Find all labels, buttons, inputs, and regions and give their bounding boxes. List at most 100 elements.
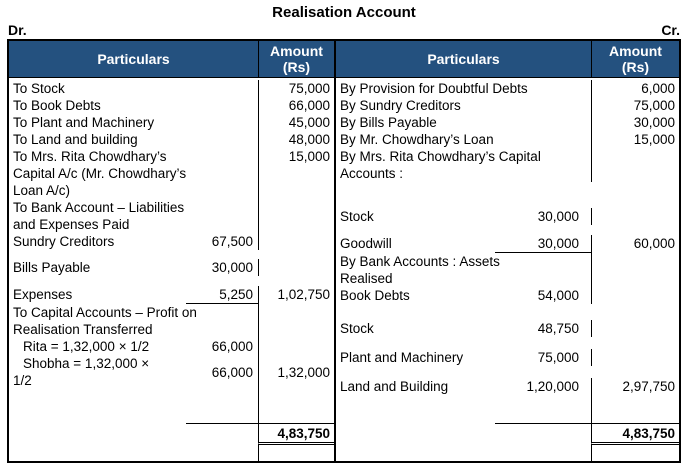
amount-value: 1,02,750 [277,287,330,302]
particulars-text: Bills Payable [13,260,91,275]
amount-cell [258,445,334,461]
debit-body: To Stock 75,000 To Book Debts 66,000 To Plan… [9,78,334,461]
sub-amount-value: 5,250 [219,287,253,302]
particulars-cell: Stock 48,750 [336,320,591,337]
amount-cell: 30,000 [591,114,679,131]
sub-amount [186,423,258,445]
bottom-strip [336,445,679,461]
particulars-cell: Stock 30,000 [336,208,591,225]
amount-cell: 60,000 [591,235,679,253]
particulars-text: To Land and building [13,132,138,147]
ledger-row: By Mr. Chowdhary’s Loan 15,000 [336,131,679,148]
sub-amount-value: 1,20,000 [526,379,579,394]
particulars-cell: To Capital Accounts – Profit on Realisat… [9,304,258,338]
particulars-cell: Plant and Machinery 75,000 [336,349,591,366]
ledger-row: To Mrs. Rita Chowdhary’s Capital A/c (Mr… [9,148,334,199]
particulars-text: Land and Building [340,379,449,394]
amount-value: 75,000 [633,98,675,113]
amount-cell: 6,000 [591,80,679,97]
sub-amount-value: 54,000 [537,288,579,303]
amount-cell: 75,000 [591,97,679,114]
total-row: 4,83,750 [9,423,334,445]
amount-value: 15,000 [633,132,675,147]
particulars-text: To Book Debts [13,98,101,113]
particulars-cell: To Land and building [9,131,258,148]
ledger-row: To Stock 75,000 [9,80,334,97]
column-header-amount: Amount (Rs) [258,41,334,77]
column-header-amount: Amount (Rs) [591,41,679,77]
particulars-cell: Land and Building 1,20,000 [336,378,591,395]
credit-column: Particulars Amount (Rs) By Provision for… [334,41,679,461]
ledger-row: To Bank Account – Liabilities and Expens… [9,199,334,233]
total-amount: 4,83,750 [277,426,330,441]
particulars-cell: By Bank Accounts : Assets Realised [336,253,591,287]
particulars-cell [336,395,591,423]
particulars-cell [336,423,591,445]
sub-amount-value: 30,000 [537,236,579,251]
ledger-row: By Mrs. Rita Chowdhary’s Capital Account… [336,148,679,182]
sub-amount-value: 67,500 [211,234,253,249]
particulars-text: By Provision for Doubtful Debts [340,81,528,96]
column-header-particulars: Particulars [97,51,170,67]
column-header-particulars: Particulars [427,51,500,67]
sub-amount-value: 66,000 [211,339,253,354]
amount-value: 30,000 [633,115,675,130]
amount-cell: 2,97,750 [591,378,679,395]
amount-cell [258,259,334,276]
sub-amount: 67,500 [186,233,258,250]
sub-amount: 5,250 [186,286,258,304]
debit-header-row: Particulars Amount (Rs) [9,41,334,78]
ledger-row: Plant and Machinery 75,000 [336,349,679,366]
particulars-cell: By Sundry Creditors [336,97,591,114]
dr-label: Dr. [8,22,27,38]
credit-header-row: Particulars Amount (Rs) [336,41,679,78]
particulars-cell: To Plant and Machinery [9,114,258,131]
ledger-row: To Land and building 48,000 [9,131,334,148]
particulars-cell: By Mrs. Rita Chowdhary’s Capital Account… [336,148,591,182]
amount-cell: 1,32,000 [258,355,334,389]
particulars-text: Plant and Machinery [340,350,464,365]
particulars-text: Rita = 1,32,000 × 1/2 [23,339,150,354]
particulars-text: Book Debts [340,288,410,303]
ledger-row: Bills Payable 30,000 [9,259,334,276]
particulars-cell: By Mr. Chowdhary’s Loan [336,131,591,148]
amount-cell: 15,000 [591,131,679,148]
ledger-row: Goodwill 30,000 60,000 [336,235,679,253]
particulars-cell: Expenses 5,250 [9,286,258,304]
sub-amount-value: 48,750 [537,321,579,336]
particulars-text: By Mr. Chowdhary’s Loan [340,132,494,147]
amount-cell: 15,000 [258,148,334,199]
particulars-text: Stock [340,321,374,336]
ledger-row: By Bills Payable 30,000 [336,114,679,131]
particulars-text: By Mrs. Rita Chowdhary’s Capital Account… [340,149,541,181]
credit-body: By Provision for Doubtful Debts 6,000 By S… [336,78,679,461]
particulars-text: By Sundry Creditors [340,98,461,113]
particulars-cell: To Book Debts [9,97,258,114]
ledger-row: Book Debts 54,000 [336,287,679,304]
particulars-text [336,423,495,445]
amount-value: 45,000 [288,115,330,130]
amount-cell: 1,02,750 [258,286,334,304]
particulars-cell [9,389,258,423]
ledger-row: To Book Debts 66,000 [9,97,334,114]
particulars-text: By Bank Accounts : Assets Realised [340,254,500,286]
particulars-cell [9,423,258,445]
particulars-cell [9,445,258,461]
amount-cell [591,349,679,366]
particulars-text: To Stock [13,81,65,96]
particulars-text: To Bank Account – Liabilities and Expens… [13,200,185,232]
bottom-strip [9,445,334,461]
amount-cell [591,208,679,225]
total-amount-cell: 4,83,750 [591,423,679,445]
ledger-row: By Sundry Creditors 75,000 [336,97,679,114]
amount-cell [591,395,679,423]
sub-amount: 1,20,000 [495,378,591,395]
amount-cell [258,338,334,355]
particulars-cell: To Bank Account – Liabilities and Expens… [9,199,258,233]
sub-amount: 66,000 [186,338,258,355]
particulars-text: Stock [340,209,374,224]
particulars-text: To Capital Accounts – Profit on Realisat… [13,305,197,337]
amount-cell: 75,000 [258,80,334,97]
sub-amount: 54,000 [495,287,591,304]
